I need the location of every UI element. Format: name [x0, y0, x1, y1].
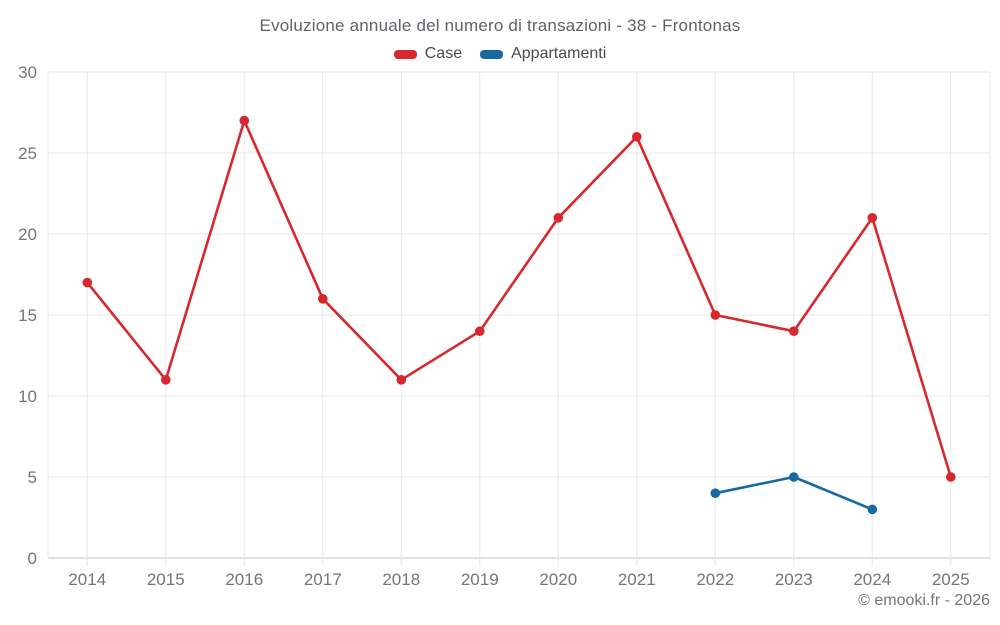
legend-item-case[interactable]: Case [393, 45, 463, 63]
y-axis-tick-label: 5 [28, 468, 37, 487]
x-axis-tick-label: 2015 [147, 570, 185, 589]
x-axis-tick-label: 2025 [932, 570, 970, 589]
y-axis-tick-label: 20 [18, 225, 37, 244]
appartamenti-data-point[interactable] [710, 488, 721, 499]
y-axis-tick-label: 15 [18, 306, 37, 325]
case-data-point[interactable] [789, 326, 799, 337]
x-axis-tick-label: 2014 [68, 570, 106, 589]
x-axis-tick-label: 2022 [696, 570, 734, 589]
chart-title: Evoluzione annuale del numero di transaz… [259, 16, 741, 35]
case-data-point[interactable] [475, 326, 485, 337]
case-data-point[interactable] [867, 213, 878, 223]
appartamenti-data-point[interactable] [867, 504, 878, 515]
case-data-point[interactable] [318, 294, 328, 304]
x-axis-tick-label: 2021 [618, 570, 656, 589]
x-axis-tick-label: 2019 [461, 570, 499, 589]
legend-item-appartamenti[interactable]: Appartamenti [480, 45, 606, 63]
case-data-point[interactable] [161, 375, 171, 385]
case-data-point[interactable] [553, 213, 564, 223]
appartamenti-data-point[interactable] [789, 472, 799, 482]
case-data-point[interactable] [632, 132, 642, 142]
y-axis-tick-label: 25 [18, 144, 37, 163]
case-series-swatch-icon [393, 49, 417, 59]
legend-label-appartamenti: Appartamenti [511, 45, 607, 62]
case-data-point[interactable] [82, 277, 93, 288]
x-axis-tick-label: 2020 [539, 570, 577, 589]
x-axis-tick-label: 2024 [853, 570, 891, 589]
x-axis-tick-label: 2017 [304, 570, 342, 589]
y-axis-tick-label: 10 [18, 387, 37, 406]
y-axis-tick-label: 0 [28, 549, 37, 568]
legend-label-case: Case [424, 45, 463, 62]
x-axis-tick-label: 2016 [225, 570, 263, 589]
x-axis-tick-label: 2023 [775, 570, 813, 589]
appartamenti-series-swatch-icon [480, 49, 504, 59]
x-axis-tick-label: 2018 [382, 570, 420, 589]
case-data-point[interactable] [946, 472, 956, 482]
case-series-line [86, 119, 953, 478]
case-data-point[interactable] [710, 310, 721, 320]
case-data-point[interactable] [396, 375, 407, 385]
y-axis-tick-label: 30 [18, 63, 37, 82]
case-data-point[interactable] [239, 115, 250, 126]
copyright-credit: © emooki.fr - 2026 [858, 592, 990, 609]
chart-legend: Case Appartamenti [0, 45, 1000, 63]
